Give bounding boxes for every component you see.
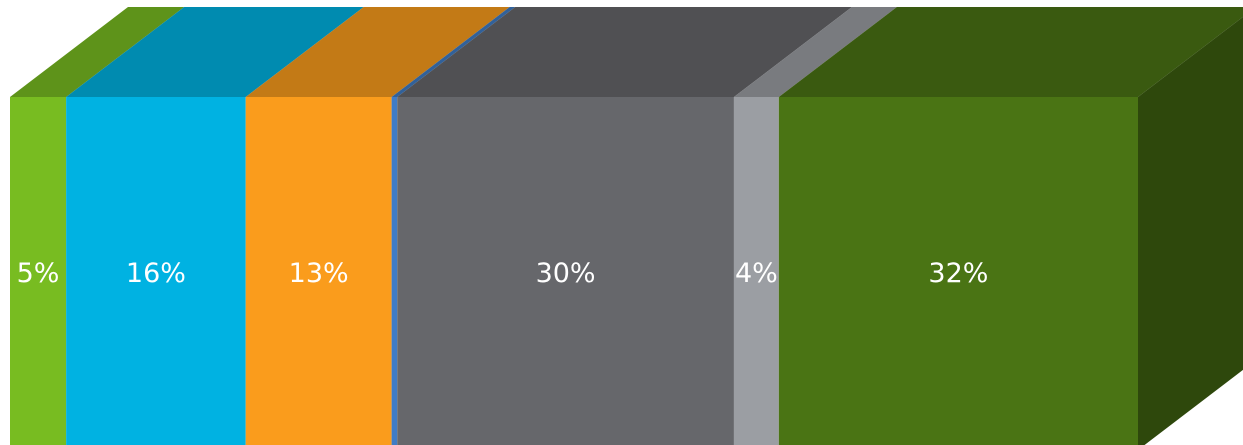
bar-segment-6 (778, 97, 1138, 445)
data-label-5: 4% (735, 258, 778, 289)
bar-segment-top-5 (733, 7, 897, 97)
data-label-6: 32% (928, 258, 988, 289)
segment-labels: 5% 16% 13% 30% 4% 32% (17, 258, 989, 289)
bar-segment-top-3 (391, 7, 516, 97)
bar-segment-2 (245, 97, 392, 445)
bar-segment-top-6 (778, 7, 1243, 97)
bar-segment-top-2 (245, 7, 510, 97)
bar-segment-1 (66, 97, 246, 445)
bar-segment-top-0 (10, 7, 185, 97)
bar-front-faces (10, 97, 1138, 445)
bar-side-face (1138, 16, 1243, 445)
bar-segment-0 (10, 97, 67, 445)
data-label-0: 5% (17, 258, 60, 289)
bar-side-face-polygon (1138, 16, 1243, 445)
bar-top-faces (10, 7, 1243, 97)
bar-segment-3 (391, 97, 398, 445)
data-label-1: 16% (126, 258, 186, 289)
bar-segment-top-4 (397, 7, 852, 97)
bar-segment-top-1 (66, 7, 364, 97)
data-label-4: 30% (536, 258, 596, 289)
bar-segment-5 (733, 97, 779, 445)
data-label-2: 13% (289, 258, 349, 289)
bar-segment-4 (397, 97, 734, 445)
